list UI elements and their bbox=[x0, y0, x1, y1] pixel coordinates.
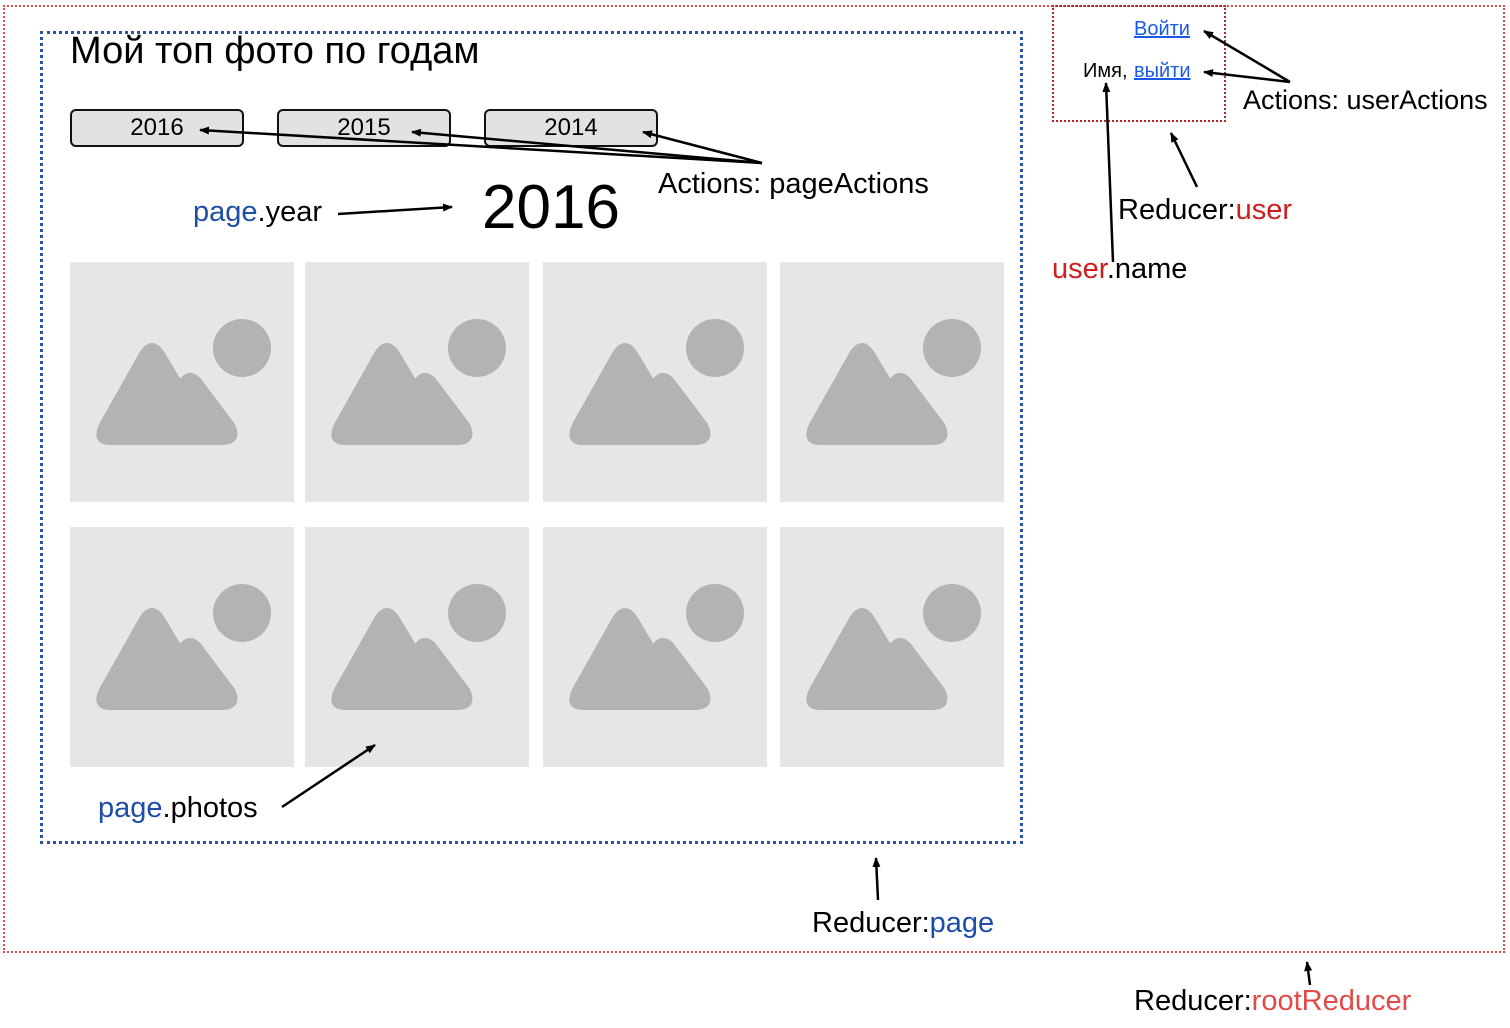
reducer-root-label: Reducer:rootReducer bbox=[1134, 985, 1411, 1018]
root-reducer-boundary bbox=[3, 5, 1505, 953]
image-placeholder-icon bbox=[331, 584, 506, 710]
arrow-user-actions-to-login bbox=[1203, 29, 1291, 84]
reducer-user-name: user bbox=[1235, 194, 1293, 226]
current-year: 2016 bbox=[482, 173, 620, 242]
arrow-page-actions-to-2014 bbox=[642, 130, 763, 165]
arrow-user-name bbox=[1102, 82, 1115, 263]
photo-placeholder[interactable] bbox=[543, 262, 767, 502]
photo-placeholder[interactable] bbox=[305, 527, 529, 767]
reducer-user-label: Reducer:user bbox=[1118, 194, 1292, 227]
year-button-2014[interactable]: 2014 bbox=[484, 109, 658, 147]
arrow-reducer-user bbox=[1169, 132, 1199, 188]
page-year-obj: page bbox=[193, 196, 258, 228]
reducer-root-prefix: Reducer: bbox=[1134, 985, 1252, 1017]
page-year-field: .year bbox=[257, 196, 322, 228]
photo-placeholder[interactable] bbox=[543, 527, 767, 767]
photo-placeholder[interactable] bbox=[780, 262, 1004, 502]
page-reducer-boundary bbox=[40, 31, 1023, 844]
reducer-root-name: rootReducer bbox=[1251, 985, 1412, 1017]
user-name: Имя, bbox=[1083, 60, 1128, 82]
image-placeholder-icon bbox=[96, 319, 271, 445]
year-button-2016[interactable]: 2016 bbox=[70, 109, 244, 147]
image-placeholder-icon bbox=[806, 584, 981, 710]
image-placeholder-icon bbox=[331, 319, 506, 445]
image-placeholder-icon bbox=[96, 584, 271, 710]
page-photos-label: page.photos bbox=[98, 792, 258, 825]
user-name-label: user.name bbox=[1052, 253, 1187, 286]
arrow-reducer-page bbox=[872, 857, 881, 901]
image-placeholder-icon bbox=[569, 584, 744, 710]
photo-placeholder[interactable] bbox=[780, 527, 1004, 767]
image-placeholder-icon bbox=[806, 319, 981, 445]
arrow-page-actions-to-2016 bbox=[199, 126, 763, 165]
arrow-reducer-root bbox=[1304, 961, 1313, 986]
photo-placeholder[interactable] bbox=[70, 527, 294, 767]
user-name-field: .name bbox=[1106, 253, 1188, 285]
user-reducer-boundary bbox=[1052, 5, 1226, 122]
page-title: Мой топ фото по годам bbox=[70, 30, 480, 72]
reducer-page-name: page bbox=[929, 907, 995, 939]
page-year-label: page.year bbox=[193, 196, 322, 229]
arrow-page-photos bbox=[281, 743, 376, 809]
page-photos-field: .photos bbox=[162, 792, 258, 824]
photo-placeholder[interactable] bbox=[70, 262, 294, 502]
page-photos-obj: page bbox=[98, 792, 163, 824]
reducer-page-prefix: Reducer: bbox=[812, 907, 930, 939]
logout-link[interactable]: выйти bbox=[1134, 60, 1191, 82]
user-actions-label: Actions: userActions bbox=[1243, 85, 1488, 115]
photo-placeholder[interactable] bbox=[305, 262, 529, 502]
user-name-obj: user bbox=[1052, 253, 1107, 285]
image-placeholder-icon bbox=[569, 319, 744, 445]
arrow-user-actions-to-logout bbox=[1203, 69, 1291, 84]
reducer-user-prefix: Reducer: bbox=[1118, 194, 1236, 226]
arrow-page-year bbox=[337, 203, 453, 216]
page-actions-label: Actions: pageActions bbox=[658, 168, 929, 200]
arrow-page-actions-to-2015 bbox=[411, 128, 763, 165]
reducer-page-label: Reducer:page bbox=[812, 907, 994, 940]
login-link[interactable]: Войти bbox=[1134, 18, 1190, 40]
